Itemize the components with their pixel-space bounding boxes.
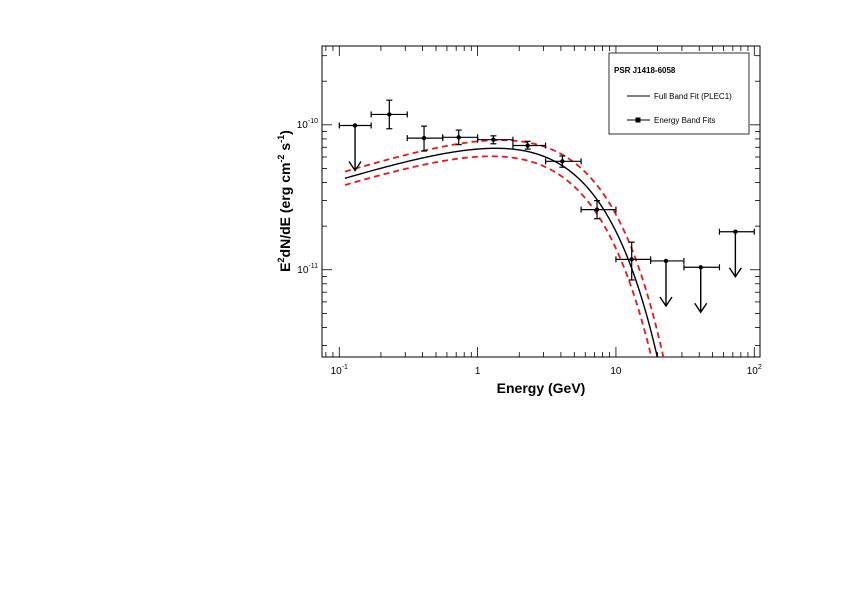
- data-point: [370, 99, 408, 130]
- point-marker: [352, 123, 358, 128]
- x-axis-title: Energy (GeV): [497, 380, 586, 396]
- data-points: [338, 99, 755, 314]
- model-curves: [344, 139, 665, 357]
- upper-limit-point: [338, 122, 372, 172]
- upper-limit-arrow-head: [728, 267, 742, 278]
- upper-limit-point: [649, 257, 685, 308]
- data-point: [544, 155, 582, 168]
- data-point: [477, 135, 514, 145]
- point-marker: [491, 137, 496, 142]
- y-tick-label: 10-11: [297, 263, 318, 276]
- legend-label-model: Full Band Fit (PLEC1): [654, 92, 732, 101]
- point-marker: [733, 229, 738, 234]
- point-marker: [525, 143, 530, 148]
- model-line: [344, 147, 659, 357]
- axis-ticks: [322, 46, 760, 357]
- point-marker: [560, 159, 565, 164]
- legend: PSR J1418-6058 Full Band Fit (PLEC1) Ene…: [608, 52, 750, 135]
- legend-marker-points: [635, 117, 641, 123]
- y-tick-labels: 10-10 10-11: [297, 118, 318, 276]
- legend-title: PSR J1418-6058: [614, 66, 676, 75]
- upper-limit-arrow-head: [348, 161, 362, 172]
- point-marker: [629, 257, 634, 262]
- plot-frame: [321, 45, 761, 358]
- x-tick-label: 10: [610, 366, 622, 377]
- legend-label-points: Energy Band Fits: [654, 116, 715, 125]
- point-marker: [421, 135, 427, 141]
- y-tick-label: 10-10: [297, 118, 318, 131]
- data-point: [512, 140, 547, 150]
- x-tick-label: 10-1: [331, 364, 348, 377]
- point-marker: [387, 112, 392, 117]
- upper-limit-arrow-head: [694, 302, 708, 314]
- data-point: [580, 200, 617, 220]
- point-marker: [594, 207, 600, 212]
- upper-limit-point: [718, 228, 755, 278]
- point-marker: [698, 265, 703, 270]
- x-tick-label: 1: [475, 366, 481, 377]
- x-tick-labels: 10-1 1 10 102: [331, 364, 762, 377]
- upper-limit-arrow-head: [659, 296, 673, 308]
- data-point: [615, 241, 652, 281]
- point-marker: [456, 135, 461, 140]
- y-axis-title: E2dN/dE (erg cm-2 s-1): [276, 130, 293, 272]
- x-tick-label: 102: [747, 364, 762, 377]
- upper-limit-point: [683, 264, 721, 314]
- point-marker: [663, 258, 669, 264]
